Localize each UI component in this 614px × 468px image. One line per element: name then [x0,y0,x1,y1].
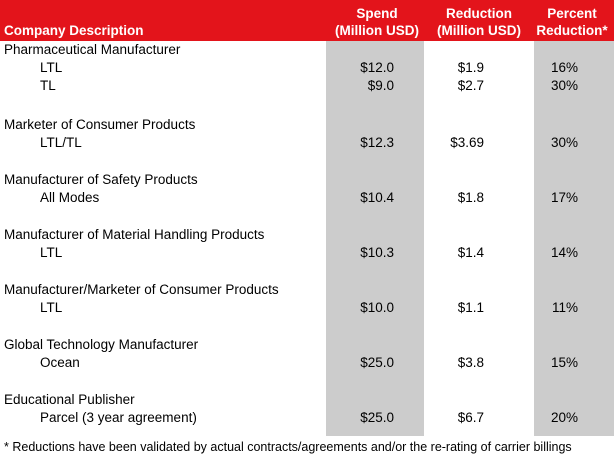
shipping-mode: TL [40,78,56,93]
spend-value: $12.3 [360,135,394,150]
percent-column-shading [534,41,614,436]
company-description: Pharmaceutical Manufacturer [4,42,181,57]
reduction-value: $1.8 [457,190,484,205]
shipping-mode: LTL/TL [40,135,82,150]
table-row: LTL/TL $12.3 $3.69 30% [0,135,614,153]
shipping-mode: Ocean [40,355,80,370]
percent-reduction-value: 16% [550,60,578,75]
spend-value: $25.0 [360,355,394,370]
table-row: All Modes $10.4 $1.8 17% [0,190,614,208]
reduction-value: $3.69 [450,135,484,150]
header-spend: Spend (Million USD) [326,5,428,39]
company-description: Manufacturer of Material Handling Produc… [4,227,265,242]
percent-reduction-value: 11% [551,300,578,315]
shipping-mode: Parcel (3 year agreement) [40,410,197,425]
table-row: LTL $10.3 $1.4 14% [0,245,614,263]
header-reduction-line2: (Million USD) [437,23,521,38]
header-spend-line2: (Million USD) [335,23,419,38]
reduction-value: $6.7 [457,410,484,425]
table-header: Company Description Spend (Million USD) … [0,0,614,41]
spend-value: $10.4 [360,190,394,205]
percent-reduction-value: 14% [550,245,578,260]
header-company-description: Company Description [4,23,144,38]
company-description: Global Technology Manufacturer [4,337,199,352]
company-description: Manufacturer of Safety Products [4,172,198,187]
header-reduction-line1: Reduction [446,6,512,21]
table-row: Ocean $25.0 $3.8 15% [0,355,614,373]
reduction-value: $2.7 [457,78,484,93]
shipping-mode: LTL [40,60,63,75]
company-description: Marketer of Consumer Products [4,117,196,132]
reduction-value: $1.4 [457,245,484,260]
header-percent-line1: Percent [547,6,597,21]
shipping-mode: LTL [40,300,63,315]
percent-reduction-value: 17% [550,190,578,205]
table-row: Parcel (3 year agreement) $25.0 $6.7 20% [0,410,614,428]
shipping-mode: All Modes [40,190,100,205]
percent-reduction-value: 30% [550,135,578,150]
header-percent: Percent Reduction* [530,5,614,39]
spend-value: $10.0 [360,300,394,315]
percent-reduction-value: 20% [550,410,578,425]
company-description: Educational Publisher [4,392,135,407]
table-row: LTL $10.0 $1.1 11% [0,300,614,318]
spend-value: $12.0 [360,60,394,75]
percent-reduction-value: 30% [550,78,578,93]
header-percent-line2: Reduction* [536,23,608,38]
spend-column-shading [326,41,424,436]
spend-value: $9.0 [367,78,394,93]
spend-value: $25.0 [360,410,394,425]
table-row: TL $9.0 $2.7 30% [0,78,614,96]
reduction-value: $1.1 [457,300,484,315]
company-description: Manufacturer/Marketer of Consumer Produc… [4,282,279,297]
spend-value: $10.3 [360,245,394,260]
table-row: LTL $12.0 $1.9 16% [0,60,614,78]
percent-reduction-value: 15% [550,355,578,370]
footnote: * Reductions have been validated by actu… [4,440,572,454]
header-reduction: Reduction (Million USD) [426,5,532,39]
reduction-value: $3.8 [457,355,484,370]
header-spend-line1: Spend [356,6,398,21]
shipping-mode: LTL [40,245,63,260]
reduction-value: $1.9 [457,60,484,75]
